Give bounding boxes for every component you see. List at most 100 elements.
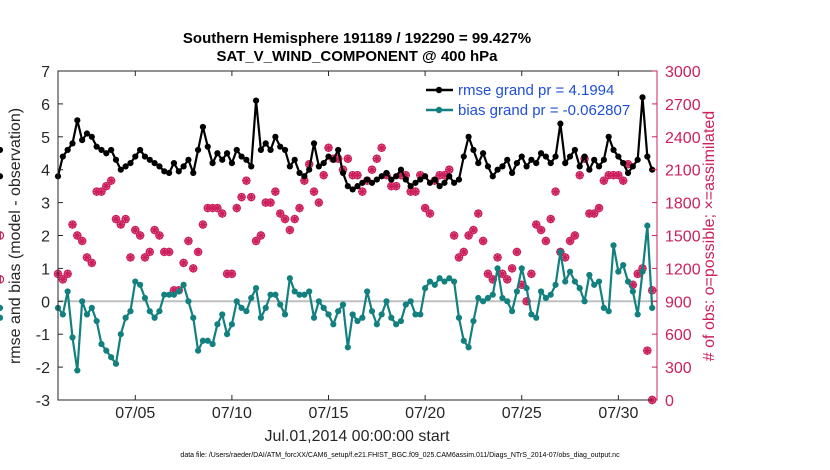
- rmse-point: [397, 166, 405, 173]
- x-axis-label: Jul.01,2014 00:00:00 start: [264, 428, 450, 445]
- rmse-point: [610, 146, 617, 154]
- x-tick-label: 07/20: [405, 405, 445, 422]
- bias-point: [93, 317, 100, 325]
- obs-assimilated-stroke: [421, 204, 429, 212]
- obs-assimilated-point: [503, 275, 512, 284]
- rmse-point: [88, 133, 95, 140]
- rmse-point: [383, 169, 390, 177]
- bias-point: [615, 268, 622, 275]
- obs-assimilated-stroke: [218, 210, 226, 218]
- bias-point: [610, 242, 617, 249]
- obs-assimilated-stroke: [508, 264, 516, 272]
- bias-point: [508, 308, 516, 315]
- chart-title-line2: SAT_V_WIND_COMPONENT @ 400 hPa: [216, 48, 498, 65]
- bias-point: [330, 321, 337, 328]
- rmse-point: [0, 173, 4, 180]
- rmse-point: [108, 146, 115, 154]
- bias-point: [571, 278, 578, 285]
- rmse-point: [595, 163, 603, 170]
- rmse-point: [209, 160, 216, 167]
- obs-assimilated-stroke: [199, 220, 207, 229]
- obs-assimilated-stroke: [78, 237, 86, 245]
- rmse-point: [74, 117, 81, 124]
- rmse-point: [620, 160, 627, 167]
- obs-assimilated-point: [314, 198, 324, 207]
- obs-assimilated-stroke: [600, 177, 608, 185]
- obs-assimilated-stroke: [112, 215, 120, 223]
- obs-assimilated-stroke: [465, 231, 473, 240]
- obs-assimilated-point: [242, 176, 251, 185]
- bias-point: [291, 288, 298, 295]
- rmse-point: [146, 156, 153, 163]
- obs-assimilated-stroke: [469, 226, 477, 234]
- obs-assimilated-stroke: [498, 270, 506, 278]
- obs-assimilated-stroke: [527, 270, 535, 278]
- bias-point: [649, 304, 656, 311]
- bias-point: [175, 288, 182, 295]
- rmse-point: [591, 156, 598, 163]
- rmse-point: [417, 176, 424, 183]
- y2-tick-label: 2100: [665, 163, 701, 180]
- obs-assimilated-stroke: [378, 144, 386, 152]
- obs-assimilated-stroke: [136, 231, 144, 240]
- bias-point: [484, 294, 492, 302]
- obs-assimilated-point: [546, 214, 555, 224]
- bias-point: [161, 291, 168, 298]
- rmse-point: [470, 146, 477, 154]
- obs-assimilated-point: [391, 181, 401, 191]
- obs-assimilated-stroke: [619, 177, 627, 185]
- bias-point: [185, 298, 192, 305]
- obs-assimilated-stroke: [324, 144, 333, 152]
- bias-point: [426, 278, 434, 285]
- data-file-footer: data file: /Users/raeder/DAI/ATM_forcXX/…: [180, 452, 620, 459]
- obs-assimilated-stroke: [460, 248, 468, 256]
- obs-assimilated-stroke: [88, 259, 96, 267]
- rmse-point: [335, 146, 342, 154]
- bias-point: [412, 311, 419, 318]
- bias-point: [460, 337, 467, 344]
- bias-point: [513, 288, 521, 295]
- obs-assimilated-point: [309, 187, 319, 196]
- obs-assimilated-point: [193, 247, 203, 257]
- bias-point: [586, 271, 593, 279]
- rmse-point: [354, 183, 361, 190]
- y-tick-label: -1: [36, 327, 50, 344]
- obs-assimilated-stroke: [126, 253, 134, 261]
- obs-assimilated-stroke: [368, 166, 376, 174]
- bias-point: [446, 275, 453, 282]
- obs-assimilated-point: [353, 170, 362, 180]
- obs-assimilated-stroke: [614, 171, 622, 179]
- rmse-point: [98, 146, 105, 154]
- rmse-point: [412, 179, 419, 186]
- rmse-point: [310, 140, 318, 147]
- obs-assimilated-stroke: [561, 253, 569, 261]
- y-tick-label: 6: [41, 97, 50, 114]
- rmse-point: [508, 169, 516, 177]
- rmse-point: [161, 168, 168, 175]
- bias-point: [499, 294, 506, 302]
- bias-point: [199, 337, 207, 344]
- rmse-point: [542, 153, 549, 160]
- obs-assimilated-point: [565, 236, 575, 246]
- obs-assimilated-point: [618, 176, 628, 185]
- rmse-point: [615, 153, 622, 160]
- bias-point: [228, 321, 236, 328]
- bias-point: [552, 281, 559, 288]
- rmse-point: [436, 183, 443, 190]
- bias-point: [359, 314, 366, 321]
- obs-assimilated-stroke: [68, 220, 77, 229]
- rmse-point: [286, 163, 293, 170]
- rmse-point: [306, 166, 313, 173]
- obs-assimilated-stroke: [576, 171, 584, 179]
- rmse-point: [364, 176, 371, 183]
- obs-assimilated-stroke: [233, 204, 241, 212]
- obs-assimilated-stroke: [247, 193, 255, 201]
- obs-assimilated-stroke: [440, 171, 448, 179]
- y-axis-ticks: -3 -2 -1 0 1 2 3 4 5 6 7: [36, 64, 63, 410]
- bias-point: [494, 265, 501, 272]
- rmse-point: [359, 179, 366, 186]
- y-tick-label: -3: [36, 393, 50, 410]
- rmse-point: [301, 173, 308, 180]
- rmse-point: [69, 140, 76, 147]
- obs-assimilated-point: [237, 192, 246, 202]
